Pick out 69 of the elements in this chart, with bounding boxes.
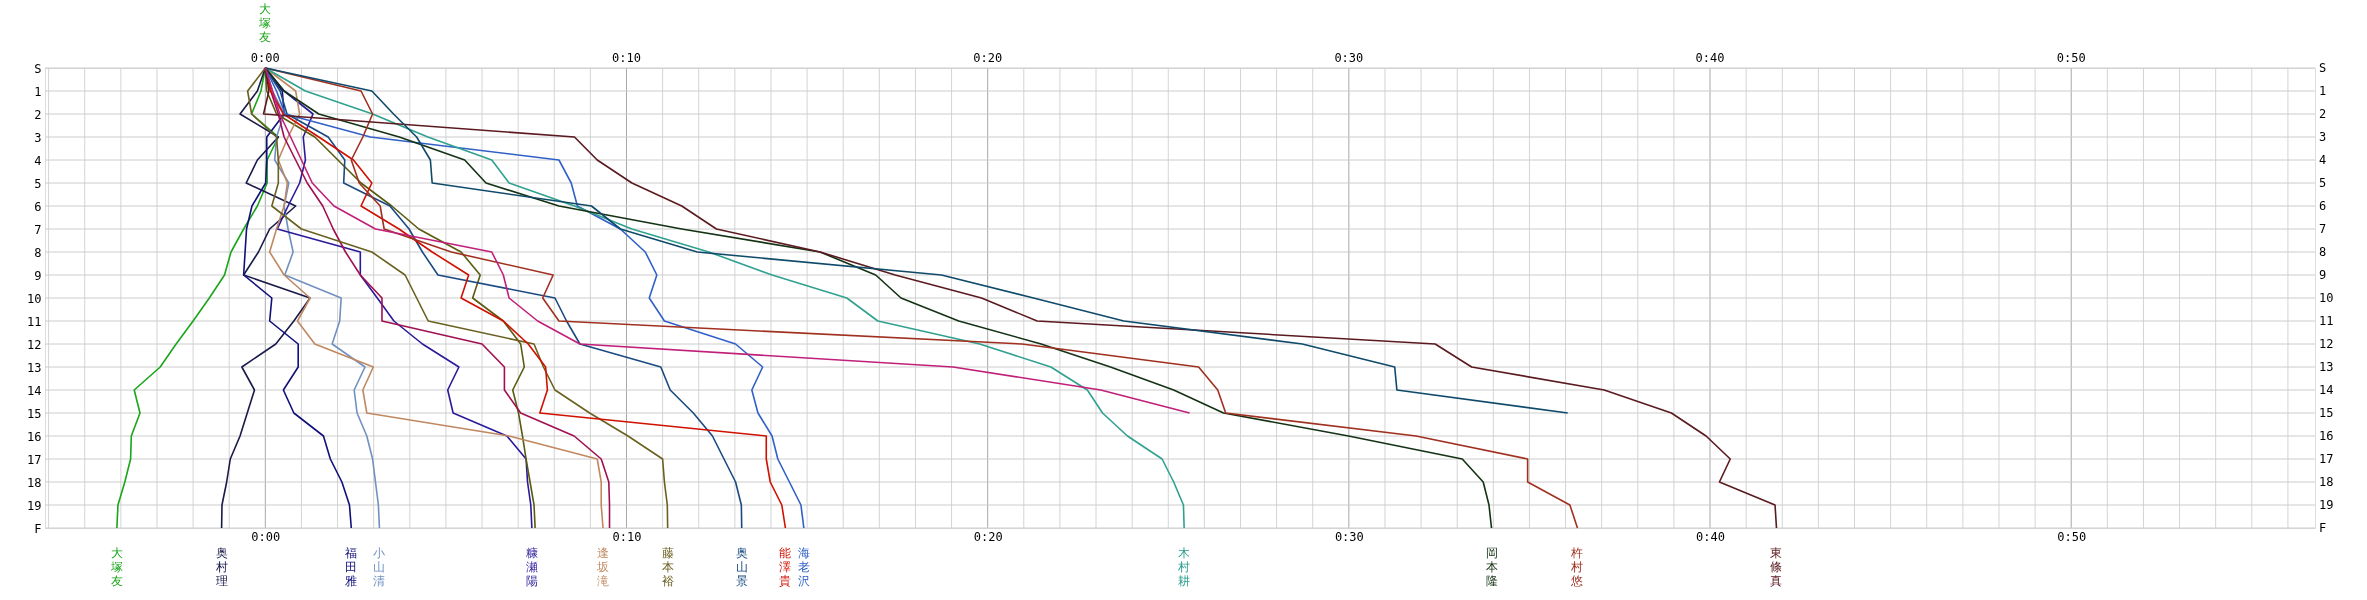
y-tick-label: 8	[34, 245, 42, 260]
x-tick-label: 0:40	[1696, 529, 1725, 544]
series-label: 小山清	[373, 546, 386, 588]
x-tick-label: 0:10	[612, 529, 642, 544]
y-tick-label: 11	[27, 314, 42, 329]
series-label: 糠瀬陽	[525, 546, 538, 588]
category-label: 9	[2319, 268, 2327, 282]
category-label: 15	[2319, 406, 2334, 420]
series-label: 福田雅	[345, 546, 358, 588]
category-label: 13	[2319, 360, 2334, 374]
series-label: 奥山景	[735, 546, 748, 588]
category-label: 12	[2319, 337, 2334, 351]
category-label: 11	[2319, 314, 2334, 328]
category-label: 3	[2319, 130, 2327, 144]
category-label: 8	[2319, 245, 2327, 259]
category-label: 18	[2319, 475, 2334, 489]
category-label: 7	[2319, 222, 2327, 236]
series-label: 逢坂滝	[596, 546, 610, 588]
y-tick-label: 4	[34, 153, 42, 168]
x-tick-label: 0:20	[973, 529, 1003, 544]
category-label: 10	[2319, 291, 2334, 305]
series-label: 藤本裕	[661, 546, 674, 588]
y-tick-label: 19	[27, 498, 42, 513]
x-tick-label: 0:00	[251, 529, 281, 544]
x-tick-label: 0:30	[1334, 529, 1364, 544]
x2-tick-label: 0:30	[1334, 51, 1364, 65]
category-label: 5	[2319, 176, 2327, 190]
category-label: 19	[2319, 498, 2334, 512]
y-tick-label: 9	[34, 268, 42, 283]
series-label: 奥村理	[214, 546, 228, 588]
y-tick-label: 12	[27, 337, 42, 352]
series-label: 大塚友	[109, 546, 123, 588]
y-tick-label: 2	[34, 107, 42, 122]
category-label: 16	[2319, 429, 2334, 443]
x2-tick-label: 0:50	[2056, 51, 2086, 65]
x-tick-label: 0:50	[2057, 529, 2087, 544]
x2-tick-label: 0:20	[973, 51, 1003, 65]
y-tick-label: 16	[27, 429, 42, 444]
category-label: S	[2319, 61, 2327, 75]
category-label: 2	[2319, 107, 2327, 121]
y-tick-label: 1	[34, 84, 42, 99]
x2-tick-label: 0:10	[612, 51, 641, 65]
text: 大塚友	[258, 2, 272, 44]
category-label: 4	[2319, 153, 2327, 167]
y-tick-label: 7	[34, 222, 42, 237]
y-tick-label: 3	[34, 130, 42, 145]
series-label: 海老沢	[797, 546, 810, 588]
x2-tick-label: 0:40	[1695, 51, 1725, 65]
series-label: 岡本隆	[1485, 546, 1498, 588]
category-label: F	[2319, 521, 2327, 535]
y-tick-label: 14	[27, 383, 42, 398]
category-label: 1	[2319, 84, 2327, 98]
category-label: 17	[2319, 452, 2334, 466]
y-tick-label: 10	[27, 291, 42, 306]
series-label: 木村耕	[1177, 546, 1191, 588]
y-tick-label: 17	[27, 452, 42, 467]
y-tick-label: 6	[34, 199, 42, 214]
y-tick-label: 13	[27, 360, 42, 375]
series-label: 東條真	[1770, 546, 1783, 588]
y-tick-label: S	[34, 61, 42, 76]
series-label: 杵村悠	[1570, 546, 1584, 588]
y-tick-label: 15	[27, 406, 42, 421]
category-label: 6	[2319, 199, 2327, 213]
y-tick-label: F	[34, 521, 42, 536]
category-label: 14	[2319, 383, 2334, 397]
y-tick-label: 18	[27, 475, 42, 490]
y-tick-label: 5	[34, 176, 42, 191]
series-label: 能澤貴	[779, 546, 792, 588]
x2-tick-label: 0:00	[250, 51, 280, 65]
